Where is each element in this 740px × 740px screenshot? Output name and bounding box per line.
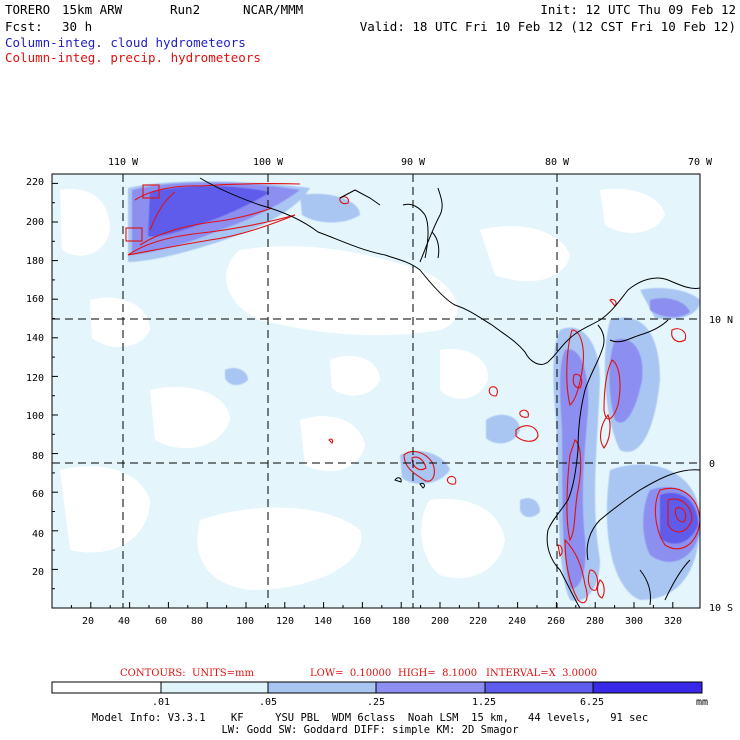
color-bar-segment-3 (267, 681, 377, 694)
y-tick-160: 160 (26, 294, 44, 305)
color-bar-segment-2 (160, 681, 269, 694)
forecast-label: Fcst: (5, 19, 43, 34)
storm-box-2 (125, 227, 143, 242)
x-tick-120: 120 (276, 616, 294, 627)
colorbar-label-025: .25 (367, 697, 386, 708)
x-tick-320: 320 (664, 616, 682, 627)
y-tick-140: 140 (26, 333, 44, 344)
color-bar-segment-6 (592, 681, 703, 694)
color-bar-segment-1 (51, 681, 162, 694)
contour-low: LOW= 0.10000 (310, 668, 392, 679)
colorbar-label-125: 1.25 (472, 697, 497, 708)
lat-label-10s: 10 S (709, 603, 733, 614)
lat-lon-grid (52, 174, 700, 608)
init-time: Init: 12 UTC Thu 09 Feb 12 (540, 2, 736, 17)
y-tick-20: 20 (32, 567, 44, 578)
model-physics: LW: Godd SW: Goddard DIFF: simple KM: 2D… (221, 724, 519, 736)
y-tick-180: 180 (26, 256, 44, 267)
y-tick-40: 40 (32, 529, 44, 540)
color-bar-segment-4 (375, 681, 486, 694)
y-tick-200: 200 (26, 217, 44, 228)
lon-label-110w: 110 W (108, 157, 139, 168)
y-axis-labels: 220 200 180 160 140 120 100 80 60 40 20 (26, 177, 44, 578)
run-label: Run2 (170, 2, 201, 17)
x-tick-60: 60 (155, 616, 167, 627)
axis-ticks (51, 182, 674, 609)
y-tick-60: 60 (32, 489, 44, 500)
model-resolution: 15km ARW (62, 2, 123, 17)
y-tick-100: 100 (26, 411, 44, 422)
lon-label-90w: 90 W (401, 157, 426, 168)
model-name: TORERO (5, 2, 51, 17)
x-tick-240: 240 (508, 616, 526, 627)
y-tick-80: 80 (32, 451, 44, 462)
color-bar-segment-5 (484, 681, 594, 694)
x-tick-180: 180 (392, 616, 410, 627)
model-info: Model Info: V3.3.1 KF YSU PBL WDM 6class… (91, 712, 649, 724)
x-tick-40: 40 (118, 616, 130, 627)
y-tick-220: 220 (26, 177, 44, 188)
color-scale-bar (51, 681, 703, 694)
lat-label-0: 0 (709, 459, 715, 470)
colorbar-label-001: .01 (152, 697, 171, 708)
x-tick-80: 80 (191, 616, 203, 627)
valid-time: Valid: 18 UTC Fri 10 Feb 12 (12 CST Fri … (359, 19, 736, 34)
colorbar-label-625: 6.25 (580, 697, 605, 708)
colorbar-label-005: .05 (259, 697, 278, 708)
x-tick-140: 140 (314, 616, 332, 627)
cloud-field-intense (148, 186, 698, 544)
x-tick-100: 100 (236, 616, 254, 627)
lon-label-70w: 70 W (688, 157, 713, 168)
contour-interval: INTERVAL=X 3.0000 (486, 668, 598, 679)
coastlines (199, 177, 700, 608)
precip-contours (127, 183, 700, 604)
cloud-legend: Column-integ. cloud hydrometeors (5, 35, 246, 50)
x-tick-160: 160 (353, 616, 371, 627)
x-tick-20: 20 (82, 616, 94, 627)
colorbar-unit: mm (696, 697, 709, 708)
plot-frame (51, 173, 701, 609)
clear-sky-patches (60, 188, 665, 590)
lon-label-100w: 100 W (253, 157, 284, 168)
x-tick-220: 220 (469, 616, 487, 627)
x-tick-260: 260 (547, 616, 565, 627)
x-axis-labels: 20 40 60 80 100 120 140 160 180 200 220 … (82, 616, 682, 627)
x-tick-200: 200 (431, 616, 449, 627)
contour-high: HIGH= 8.1000 (398, 668, 478, 679)
lat-label-10n: 10 N (709, 315, 733, 326)
x-tick-280: 280 (586, 616, 604, 627)
y-tick-120: 120 (26, 373, 44, 384)
precip-legend: Column-integ. precip. hydrometeors (5, 50, 261, 65)
forecast-hours: 30 h (62, 19, 93, 34)
lon-label-80w: 80 W (545, 157, 570, 168)
contour-info: CONTOURS: UNITS=mm LOW= 0.10000 HIGH= 8.… (0, 668, 740, 682)
contour-units: CONTOURS: UNITS=mm (120, 668, 254, 679)
org-label: NCAR/MMM (243, 2, 304, 17)
x-tick-300: 300 (625, 616, 643, 627)
storm-box-1 (142, 184, 160, 199)
